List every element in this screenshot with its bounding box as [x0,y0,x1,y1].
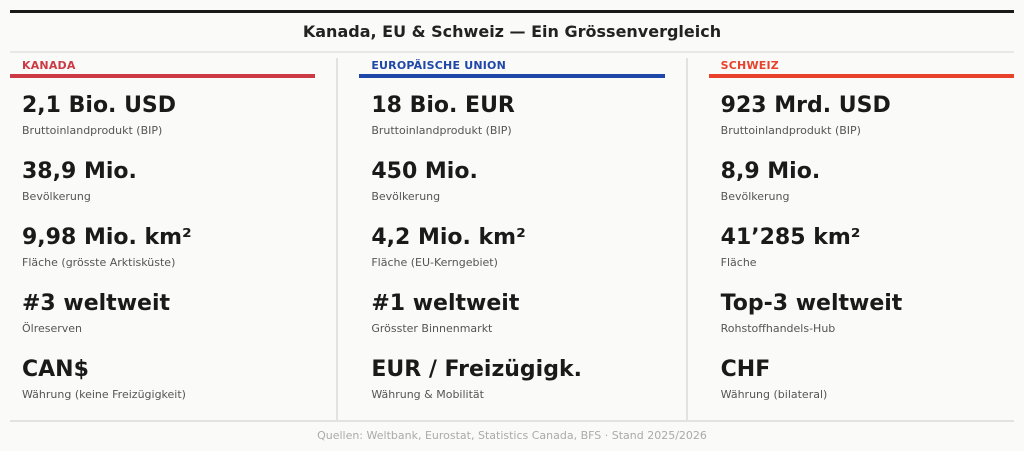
stat-value: 8,9 Mio. [720,159,821,184]
stat-item: 9,98 Mio. km² Fläche (grösste Arktisküst… [10,210,315,276]
footer-sources: Quellen: Weltbank, Eurostat, Statistics … [317,429,707,442]
column-header: KANADA [22,59,76,72]
stat-item: CAN$ Währung (keine Freizügigkeit) [10,342,315,408]
stat-label: Währung (bilateral) [720,388,828,401]
stat-item: 41’285 km² Fläche [709,210,1014,276]
stat-value: 2,1 Bio. USD [22,93,177,118]
stat-label: Fläche (EU-Kerngebiet) [371,256,498,269]
stat-value: EUR / Freizügigk. [371,357,582,382]
stat-item: 2,1 Bio. USD Bruttoinlandprodukt (BIP) [10,78,315,144]
stat-value: 9,98 Mio. km² [22,225,192,250]
stat-value: 38,9 Mio. [22,159,137,184]
stat-value: #1 weltweit [371,291,520,316]
column-accent-bar [10,74,316,78]
page-title: Kanada, EU & Schweiz — Ein Grössenvergle… [302,22,722,41]
stat-value: 18 Bio. EUR [371,93,515,118]
stat-item: 923 Mrd. USD Bruttoinlandprodukt (BIP) [709,78,1014,144]
top-rule [10,10,1014,13]
stat-label: Fläche (grösste Arktisküste) [22,256,176,269]
stat-label: Währung (keine Freizügigkeit) [22,388,186,401]
stat-item: 4,2 Mio. km² Fläche (EU-Kerngebiet) [359,210,664,276]
stat-item: 8,9 Mio. Bevölkerung [709,144,1014,210]
title-bar: Kanada, EU & Schweiz — Ein Grössenvergle… [10,13,1014,51]
stat-label: Währung & Mobilität [371,388,484,401]
stat-label: Bruttoinlandprodukt (BIP) [720,124,861,137]
stat-item: Top-3 weltweit Rohstoffhandels-Hub [709,276,1014,342]
stat-item: CHF Währung (bilateral) [709,342,1014,408]
column-eu: EUROPÄISCHE UNION 18 Bio. EUR Bruttoinla… [336,58,665,420]
stat-label: Bevölkerung [22,190,91,203]
stat-item: #1 weltweit Grösster Binnenmarkt [359,276,664,342]
stat-value: 923 Mrd. USD [720,93,891,118]
columns: KANADA 2,1 Bio. USD Bruttoinlandprodukt … [10,53,1014,420]
stat-item: 18 Bio. EUR Bruttoinlandprodukt (BIP) [359,78,664,144]
stat-item: 450 Mio. Bevölkerung [359,144,664,210]
stat-label: Rohstoffhandels-Hub [720,322,836,335]
stat-label: Ölreserven [22,322,83,335]
stat-value: #3 weltweit [22,291,171,316]
column-schweiz: SCHWEIZ 923 Mrd. USD Bruttoinlandprodukt… [685,58,1014,420]
stat-value: CAN$ [22,357,89,382]
column-body: KANADA 2,1 Bio. USD Bruttoinlandprodukt … [10,58,316,408]
footer-bar: Quellen: Weltbank, Eurostat, Statistics … [10,422,1014,450]
stat-item: #3 weltweit Ölreserven [10,276,315,342]
stat-value: CHF [720,357,771,382]
stat-value: Top-3 weltweit [720,291,903,316]
comparison-page: Kanada, EU & Schweiz — Ein Grössenvergle… [10,0,1014,450]
column-accent-bar [359,74,665,78]
stat-label: Bruttoinlandprodukt (BIP) [22,124,163,137]
column-header: SCHWEIZ [720,59,779,72]
stat-label: Bevölkerung [371,190,441,203]
column-header: EUROPÄISCHE UNION [371,59,506,72]
column-kanada: KANADA 2,1 Bio. USD Bruttoinlandprodukt … [10,58,316,420]
column-body: EUROPÄISCHE UNION 18 Bio. EUR Bruttoinla… [359,58,665,408]
stat-label: Fläche [720,256,757,269]
column-accent-bar [708,74,1014,78]
stat-value: 4,2 Mio. km² [371,225,526,250]
stat-value: 41’285 km² [720,225,861,250]
stat-label: Grösster Binnenmarkt [371,322,493,335]
divider [10,420,1014,422]
stat-value: 450 Mio. [371,159,478,184]
divider [10,51,1014,53]
stat-label: Bruttoinlandprodukt (BIP) [371,124,512,137]
stat-item: EUR / Freizügigk. Währung & Mobilität [359,342,664,408]
stat-label: Bevölkerung [720,190,790,203]
stat-item: 38,9 Mio. Bevölkerung [10,144,315,210]
column-body: SCHWEIZ 923 Mrd. USD Bruttoinlandprodukt… [708,58,1014,408]
